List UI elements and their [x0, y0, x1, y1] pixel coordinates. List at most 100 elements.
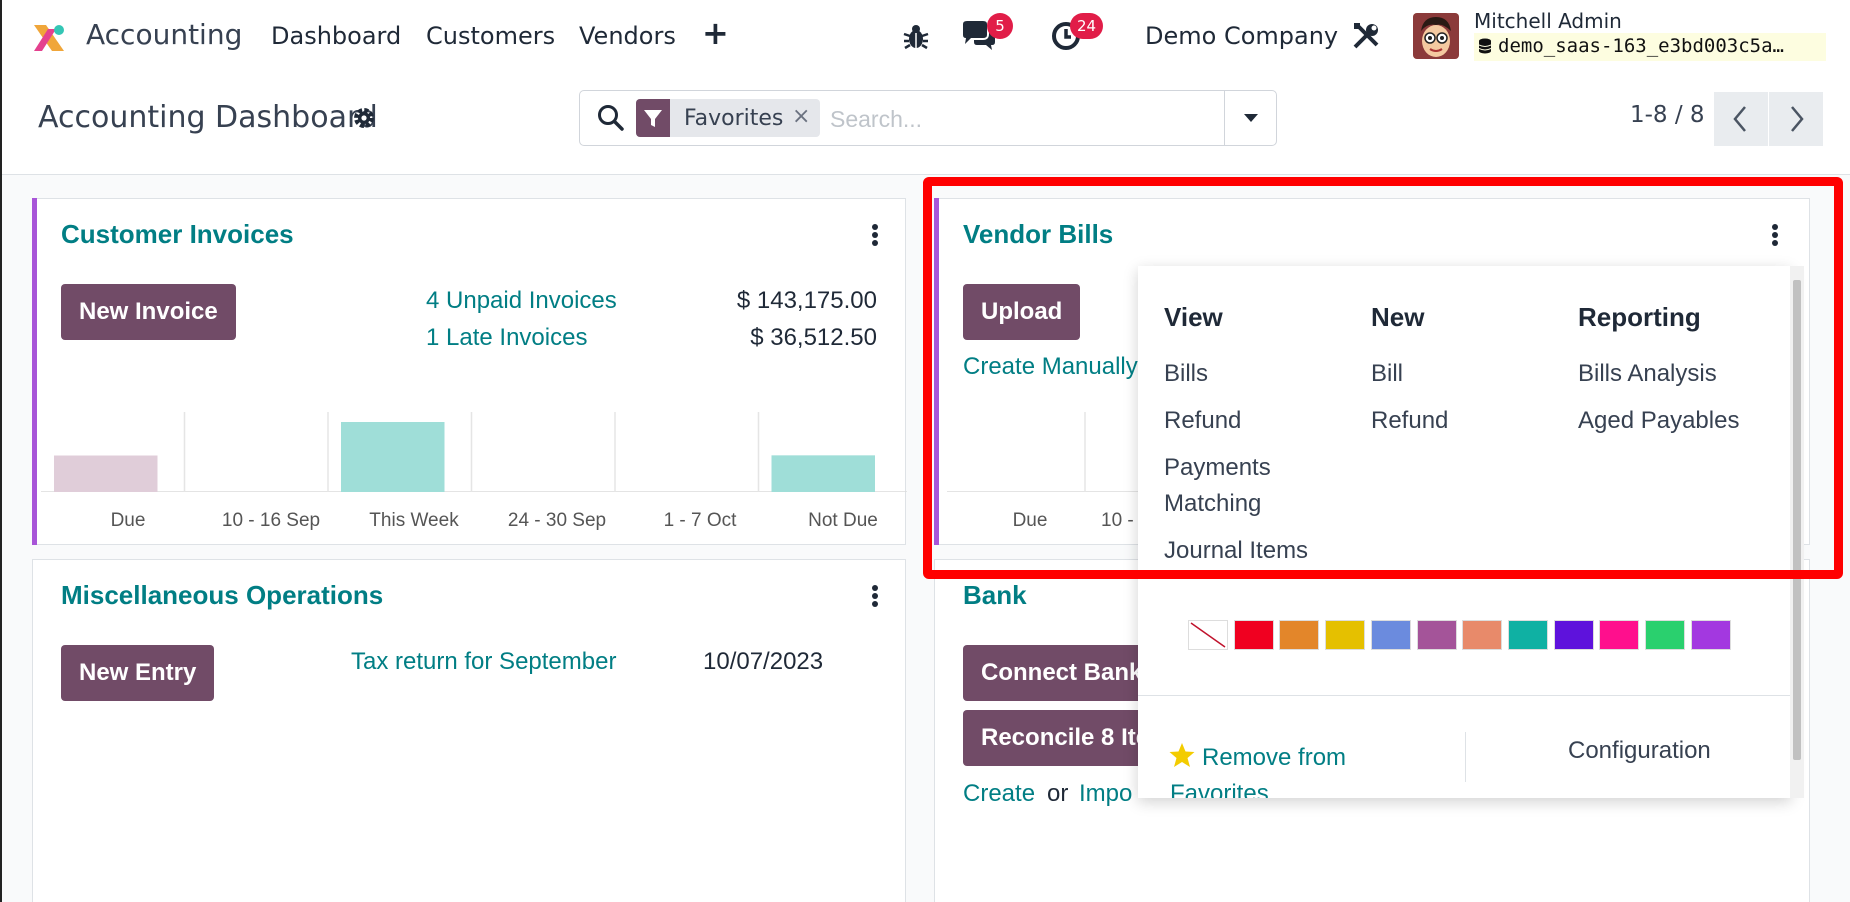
- unpaid-invoices-link[interactable]: 4 Unpaid Invoices: [426, 287, 617, 314]
- chart-label: 1 - 7 Oct: [663, 510, 737, 531]
- page-title: Accounting Dashboard: [38, 100, 378, 135]
- remove-favorite-link-continued[interactable]: Favorites: [1170, 780, 1269, 798]
- configuration-link[interactable]: Configuration: [1568, 737, 1711, 764]
- pager-previous[interactable]: [1714, 92, 1768, 146]
- search-options-toggle[interactable]: [1224, 91, 1276, 145]
- misc-operations-card: Miscellaneous Operations New Entry Tax r…: [32, 559, 906, 902]
- star-icon[interactable]: [1168, 742, 1196, 769]
- footer-divider: [1465, 732, 1466, 782]
- create-manually-link[interactable]: Create Manually: [963, 353, 1138, 380]
- search-input[interactable]: [830, 101, 1210, 137]
- user-avatar[interactable]: [1413, 13, 1459, 59]
- late-invoices-amount: $ 36,512.50: [750, 324, 877, 351]
- view-bills-item[interactable]: Bills: [1164, 360, 1209, 387]
- customer-invoices-card: Customer Invoices New Invoice 4 Unpaid I…: [32, 198, 907, 545]
- new-refund-item[interactable]: Refund: [1371, 407, 1449, 434]
- view-matching-item[interactable]: Matching: [1164, 490, 1262, 517]
- control-panel: Accounting Dashboard Favorites × 1-8 / 8: [2, 72, 1850, 175]
- color-swatch[interactable]: [1645, 620, 1685, 650]
- chart-bar[interactable]: [54, 455, 158, 492]
- company-switcher[interactable]: Demo Company: [1145, 22, 1339, 50]
- connect-bank-button[interactable]: Connect Bank: [963, 645, 1161, 701]
- color-swatch[interactable]: [1416, 620, 1457, 650]
- bug-icon[interactable]: [901, 22, 931, 52]
- aged-payables-item[interactable]: Aged Payables: [1578, 407, 1740, 434]
- dropdown-scrollbar[interactable]: [1790, 266, 1804, 798]
- pager-next[interactable]: [1769, 92, 1823, 146]
- app-name[interactable]: Accounting: [86, 18, 243, 51]
- color-swatch[interactable]: [1325, 620, 1366, 650]
- plus-icon[interactable]: +: [702, 14, 729, 52]
- chart-label: This Week: [369, 510, 459, 531]
- pager-value[interactable]: 1-8 / 8: [1630, 102, 1705, 128]
- new-entry-button[interactable]: New Entry: [61, 645, 215, 701]
- vendor-bills-dropdown-menu: View Bills Refund Payments Matching Jour…: [1138, 266, 1791, 798]
- color-swatch[interactable]: [1370, 620, 1411, 650]
- card-title[interactable]: Customer Invoices: [61, 219, 294, 249]
- view-section-title: View: [1164, 302, 1223, 332]
- activities-badge: 24: [1070, 13, 1104, 39]
- no-color-swatch[interactable]: [1188, 620, 1228, 650]
- chart-bar[interactable]: [771, 455, 876, 492]
- chart-label: 10 - 16 Sep: [221, 510, 321, 531]
- color-swatch[interactable]: [1462, 620, 1503, 650]
- tools-icon[interactable]: [1352, 22, 1380, 50]
- accounting-app-icon[interactable]: [30, 19, 68, 57]
- favorites-facet: Favorites ×: [636, 99, 820, 137]
- or-text: or: [1047, 780, 1069, 807]
- new-section-title: New: [1371, 302, 1425, 332]
- menu-vendors[interactable]: Vendors: [579, 22, 676, 50]
- card-color-bar: [32, 198, 37, 545]
- filter-icon: [636, 99, 670, 137]
- database-name: demo_saas-163_e3bd003c5a…: [1474, 33, 1826, 61]
- caret-down-icon: [1244, 114, 1258, 122]
- color-swatch[interactable]: [1507, 620, 1548, 650]
- kebab-menu-icon[interactable]: [1771, 223, 1779, 247]
- view-payments-item[interactable]: Payments: [1164, 454, 1271, 481]
- unpaid-invoices-amount: $ 143,175.00: [736, 287, 877, 314]
- chevron-right-icon: [1791, 106, 1804, 132]
- remove-facet-icon[interactable]: ×: [792, 104, 811, 129]
- tax-return-link[interactable]: Tax return for September: [351, 648, 617, 675]
- reconcile-button[interactable]: Reconcile 8 Ite: [963, 710, 1168, 766]
- color-swatch[interactable]: [1279, 620, 1320, 650]
- color-swatch[interactable]: [1233, 620, 1274, 650]
- bills-analysis-item[interactable]: Bills Analysis: [1578, 360, 1717, 387]
- card-color-bar: [934, 198, 939, 545]
- chart-bar[interactable]: [341, 422, 445, 492]
- kebab-menu-icon[interactable]: [871, 223, 879, 247]
- messages-badge: 5: [987, 13, 1013, 39]
- search-icon[interactable]: [596, 103, 626, 133]
- chart-label: 10 -: [1101, 510, 1134, 531]
- menu-dashboard[interactable]: Dashboard: [271, 22, 402, 50]
- search-bar: Favorites ×: [579, 90, 1277, 146]
- upload-button[interactable]: Upload: [963, 284, 1081, 340]
- menu-customers[interactable]: Customers: [426, 22, 556, 50]
- remove-favorite-link[interactable]: Remove from: [1202, 744, 1347, 771]
- card-title[interactable]: Miscellaneous Operations: [61, 580, 384, 610]
- vendor-chart-gridlines: [947, 412, 1139, 492]
- color-swatch[interactable]: [1553, 620, 1594, 650]
- view-journal-items-item[interactable]: Journal Items: [1164, 537, 1309, 564]
- view-refund-item[interactable]: Refund: [1164, 407, 1242, 434]
- tax-return-date: 10/07/2023: [703, 648, 824, 675]
- card-title[interactable]: Vendor Bills: [963, 219, 1114, 249]
- new-bill-item[interactable]: Bill: [1371, 360, 1404, 387]
- invoices-bar-chart[interactable]: [33, 412, 907, 492]
- late-invoices-link[interactable]: 1 Late Invoices: [426, 324, 588, 351]
- facet-label: Favorites: [684, 106, 784, 131]
- import-link[interactable]: Impo: [1079, 780, 1133, 807]
- chart-label: Due: [1012, 510, 1048, 531]
- chevron-left-icon: [1733, 106, 1746, 132]
- create-link[interactable]: Create: [963, 780, 1036, 807]
- color-swatch[interactable]: [1599, 620, 1640, 650]
- color-swatch[interactable]: [1690, 620, 1731, 650]
- new-invoice-button[interactable]: New Invoice: [61, 284, 236, 340]
- card-title[interactable]: Bank: [963, 580, 1027, 610]
- database-icon: [1479, 38, 1491, 54]
- kebab-menu-icon[interactable]: [871, 584, 879, 608]
- gear-icon[interactable]: [352, 106, 376, 130]
- chart-label: 24 - 30 Sep: [507, 510, 607, 531]
- user-name[interactable]: Mitchell Admin: [1474, 9, 1622, 33]
- scrollbar-thumb[interactable]: [1793, 280, 1801, 760]
